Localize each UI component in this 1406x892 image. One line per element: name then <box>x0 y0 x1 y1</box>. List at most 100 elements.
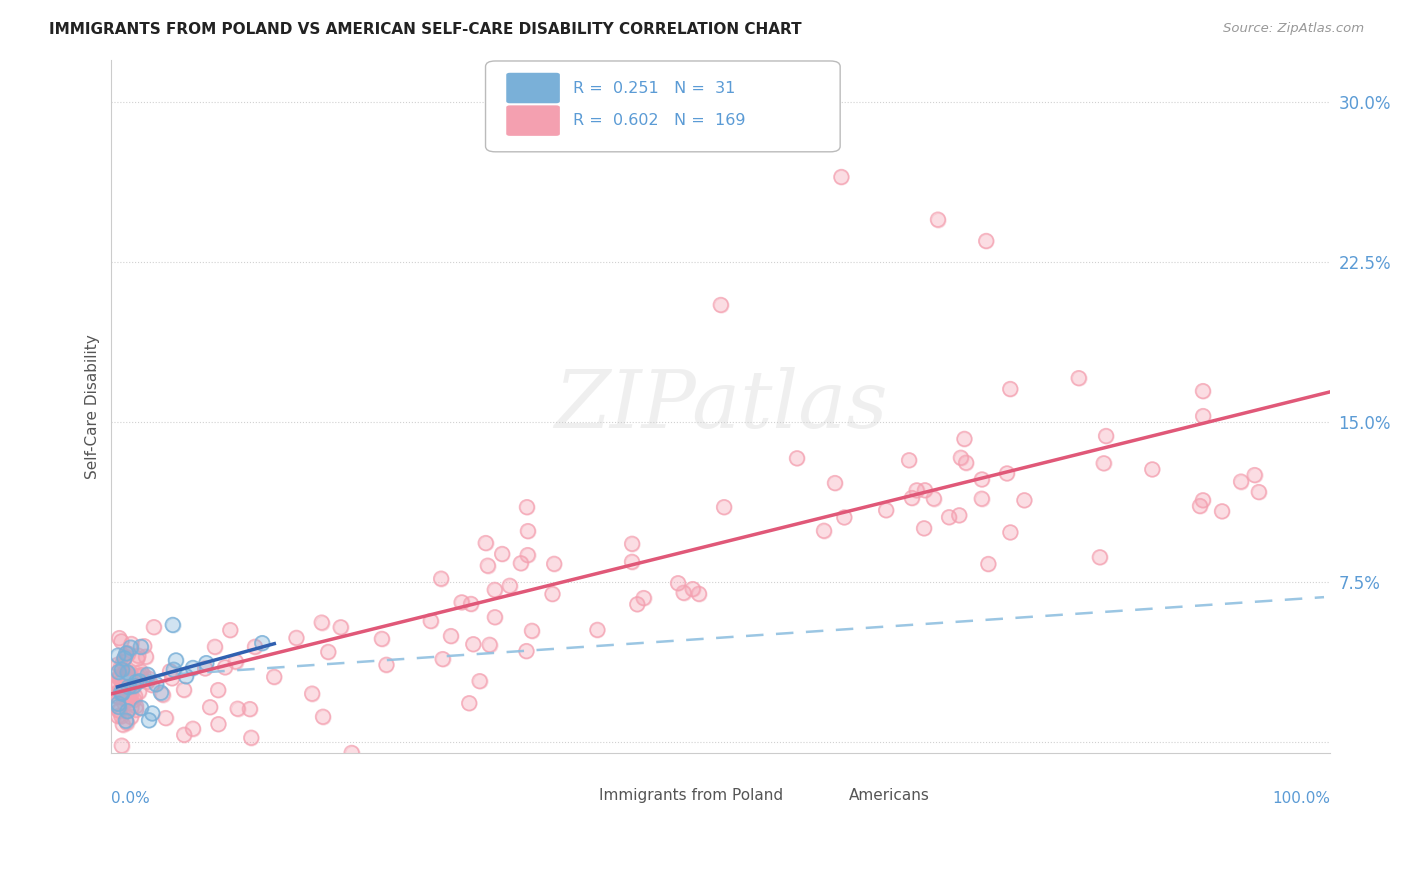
Point <box>107 648 129 663</box>
Point <box>922 491 945 506</box>
Point <box>107 665 129 679</box>
Point <box>515 644 537 658</box>
Point <box>974 234 997 248</box>
Point <box>107 677 129 691</box>
Point <box>419 614 441 628</box>
Point <box>117 647 139 661</box>
Point <box>115 647 138 661</box>
Point <box>111 739 134 753</box>
Point <box>375 657 398 672</box>
Point <box>108 704 131 718</box>
Point <box>107 690 129 704</box>
Point <box>136 674 159 689</box>
Point <box>1000 525 1022 540</box>
Point <box>107 657 129 672</box>
Point <box>478 638 501 652</box>
Point <box>509 556 531 570</box>
Point <box>419 614 441 628</box>
Point <box>120 700 142 714</box>
Point <box>107 685 129 699</box>
Point <box>786 451 808 466</box>
Point <box>499 579 522 593</box>
Point <box>107 697 129 711</box>
Point <box>252 636 274 650</box>
Point <box>114 714 136 728</box>
Point <box>955 456 977 470</box>
Point <box>127 648 149 663</box>
Point <box>111 655 134 669</box>
Point <box>204 640 226 654</box>
Point <box>953 432 976 446</box>
Point <box>115 647 138 661</box>
Point <box>114 664 136 678</box>
FancyBboxPatch shape <box>506 73 560 103</box>
Point <box>125 703 148 717</box>
Point <box>901 491 924 505</box>
Point <box>114 683 136 698</box>
Point <box>543 557 565 571</box>
Point <box>135 649 157 664</box>
Point <box>108 670 131 684</box>
FancyBboxPatch shape <box>485 61 841 152</box>
Point <box>107 699 129 714</box>
Point <box>1188 499 1211 513</box>
Point <box>1211 504 1233 518</box>
Point <box>1000 382 1022 396</box>
Point <box>499 579 522 593</box>
Point <box>520 624 543 638</box>
Point <box>117 704 139 718</box>
Point <box>108 671 131 685</box>
Point <box>115 693 138 707</box>
Point <box>1000 382 1022 396</box>
Point <box>128 674 150 689</box>
Point <box>125 675 148 690</box>
Point <box>316 645 339 659</box>
Point <box>912 521 935 535</box>
Point <box>152 688 174 702</box>
Point <box>120 689 142 703</box>
Point <box>110 709 132 723</box>
Point <box>115 682 138 697</box>
Point <box>108 704 131 718</box>
Point <box>108 683 131 698</box>
Point <box>252 636 274 650</box>
Point <box>430 572 453 586</box>
Point <box>666 576 689 591</box>
Point <box>111 663 134 677</box>
Point <box>477 558 499 573</box>
Text: 100.0%: 100.0% <box>1272 791 1330 806</box>
Point <box>1095 429 1118 443</box>
Point <box>621 537 644 551</box>
Point <box>214 660 236 674</box>
Point <box>463 637 485 651</box>
Point <box>107 657 129 672</box>
Point <box>125 675 148 690</box>
Point <box>127 651 149 665</box>
Point <box>149 685 172 699</box>
Point <box>995 467 1018 481</box>
Point <box>111 686 134 700</box>
Point <box>905 483 928 498</box>
Point <box>141 706 163 721</box>
Point <box>1211 504 1233 518</box>
Point <box>516 548 538 562</box>
Point <box>141 706 163 721</box>
Point <box>117 646 139 660</box>
Point <box>478 638 501 652</box>
Point <box>285 631 308 645</box>
Point <box>120 640 142 655</box>
Text: Source: ZipAtlas.com: Source: ZipAtlas.com <box>1223 22 1364 36</box>
Point <box>136 667 159 681</box>
Point <box>586 623 609 637</box>
Point <box>117 689 139 703</box>
Point <box>285 631 308 645</box>
Point <box>132 667 155 681</box>
Point <box>713 500 735 515</box>
Point <box>117 680 139 694</box>
Point <box>207 717 229 731</box>
Point <box>112 689 135 703</box>
Point <box>114 664 136 678</box>
Point <box>129 665 152 679</box>
Point <box>112 675 135 690</box>
Point <box>165 653 187 667</box>
